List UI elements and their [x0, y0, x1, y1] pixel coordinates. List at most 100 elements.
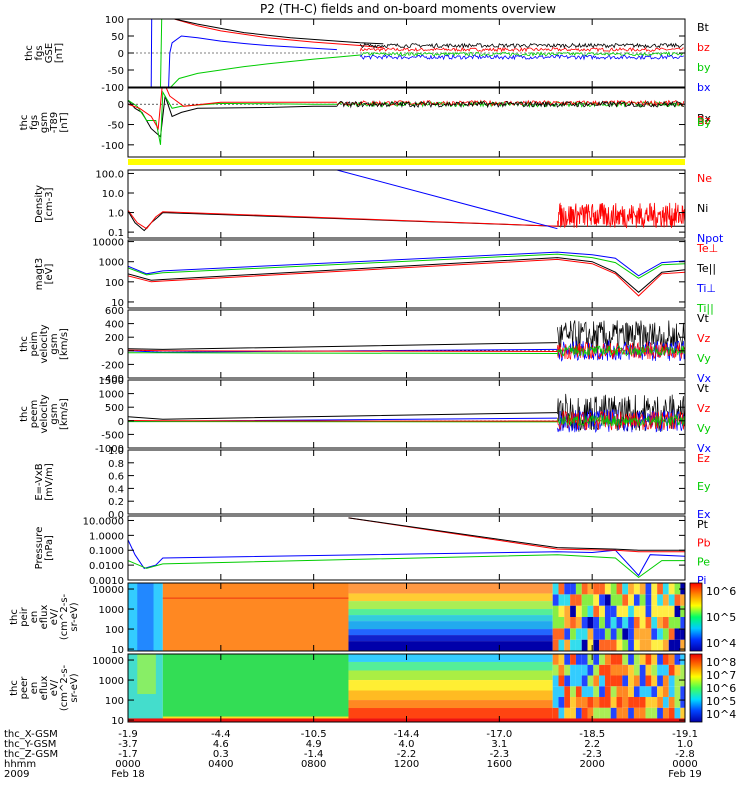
spectrogram-cell	[570, 617, 576, 628]
spectrogram-cell	[611, 628, 617, 639]
spectrogram-cell	[588, 665, 594, 676]
spectrogram-cell	[646, 708, 652, 719]
spectrogram-cell	[576, 697, 582, 708]
spectrogram-cell	[669, 583, 675, 594]
spectrogram-cell	[576, 594, 582, 605]
spectrogram-cell	[611, 654, 617, 665]
spectrogram-cell	[564, 617, 570, 628]
y-tick-label: 10.0000	[83, 516, 124, 527]
spectrogram-cell	[634, 697, 640, 708]
spectrogram-cell	[651, 583, 657, 594]
spectrogram-cell	[588, 686, 594, 697]
spectrogram-cell	[675, 675, 681, 686]
y-tick-label: -100	[101, 83, 124, 94]
spectrogram-cell	[564, 686, 570, 697]
spectrogram-cell	[605, 617, 611, 628]
spectrogram-cell	[593, 583, 599, 594]
spectrogram-cell	[593, 606, 599, 617]
series-Vz	[128, 421, 557, 422]
legend-temperature-0: Te⊥	[696, 242, 718, 255]
x-axis-value: Feb 18	[111, 769, 145, 780]
spectrogram-cell	[657, 654, 663, 665]
spectrogram-cell	[582, 675, 588, 686]
spectrogram-cell	[576, 628, 582, 639]
spectrogram-cell	[564, 654, 570, 665]
y-tick-label: 100.0	[95, 169, 124, 180]
spectrogram-cell	[657, 628, 663, 639]
y-tick-label: 0.6	[108, 472, 124, 483]
spectrogram-cell	[163, 583, 349, 651]
y-tick-label: -50	[108, 121, 124, 132]
spectrogram-cell	[622, 675, 628, 686]
spectrogram-cell	[663, 654, 669, 665]
spectrogram-cell	[559, 708, 565, 719]
legend-fgs-gsm-2: By	[697, 116, 712, 129]
spectrogram-cell	[634, 594, 640, 605]
spectrogram-cell	[628, 594, 634, 605]
colorbar-tick-label: 10^4	[706, 708, 736, 721]
spectrogram-cell	[634, 686, 640, 697]
spectrogram-cell	[588, 675, 594, 686]
colorbar-tick-label: 10^4	[706, 637, 736, 650]
spectrogram-cell	[564, 640, 570, 651]
spectrogram-cell	[651, 697, 657, 708]
spectrogram-cell	[628, 606, 634, 617]
spectrogram-cell	[599, 640, 605, 651]
ylabel-line: [cm-3]	[44, 187, 55, 220]
spectrogram-cell	[611, 686, 617, 697]
spectrogram-cell	[553, 665, 559, 676]
spectrogram-cell	[622, 640, 628, 651]
x-axis-value: 1600	[487, 759, 512, 770]
spectrogram-cell	[663, 708, 669, 719]
spectrogram-cell	[675, 665, 681, 676]
spectrogram-cell	[646, 686, 652, 697]
spectrogram-cell	[646, 665, 652, 676]
spectrogram-cell	[576, 686, 582, 697]
spectrogram-cell	[651, 675, 657, 686]
spectrogram-peer-spectrogram	[128, 654, 686, 722]
y-tick-label: 10.0	[102, 189, 124, 200]
panel-density-ylabel: Density [cm-3]	[34, 185, 55, 223]
y-tick-label: 100	[105, 15, 124, 26]
legend-pressure-2: Pe	[697, 555, 710, 568]
spectrogram-cell	[582, 686, 588, 697]
spectrogram-cell	[657, 606, 663, 617]
x-axis-value: 0400	[208, 759, 233, 770]
legend-density-1: Ni	[697, 202, 708, 215]
spectrogram-cell	[582, 665, 588, 676]
spectrogram-cell	[605, 697, 611, 708]
ylabel-line: [nT]	[54, 43, 65, 63]
spectrogram-cell	[640, 697, 646, 708]
spectrogram-cell	[669, 606, 675, 617]
spectrogram-cell	[576, 675, 582, 686]
legend-fgs-0: Bt	[697, 21, 710, 34]
y-tick-label: 0	[118, 347, 124, 358]
spectrogram-cell	[663, 686, 669, 697]
spectrogram-cell	[634, 640, 640, 651]
spectrogram-cell	[651, 628, 657, 639]
spectrogram-cell	[605, 686, 611, 697]
spectrogram-cell	[605, 628, 611, 639]
y-tick-label: 0	[118, 49, 124, 60]
spectrogram-cell	[628, 617, 634, 628]
spectrogram-cell	[582, 708, 588, 719]
spectrogram-cell	[657, 697, 663, 708]
spectrogram-cell	[640, 617, 646, 628]
spectrogram-cell	[576, 617, 582, 628]
spectrogram-cell	[628, 628, 634, 639]
spectrogram-cell	[669, 665, 675, 676]
y-tick-label: 0.1000	[89, 546, 124, 557]
spectrogram-cell	[582, 606, 588, 617]
spectrogram-cell	[628, 665, 634, 676]
x-axis-row-label: 2009	[4, 769, 29, 780]
y-tick-label: 10000	[92, 656, 124, 667]
spectrogram-band	[348, 654, 552, 662]
spectrogram-cell	[675, 594, 681, 605]
colorbar-tick-label: 10^6	[706, 682, 736, 695]
spectrogram-cell	[617, 665, 623, 676]
spectrogram-cell	[559, 697, 565, 708]
spectrogram-cell	[588, 606, 594, 617]
spectrogram-cell	[651, 640, 657, 651]
spectrogram-cell	[553, 617, 559, 628]
spectrogram-cell	[559, 640, 565, 651]
